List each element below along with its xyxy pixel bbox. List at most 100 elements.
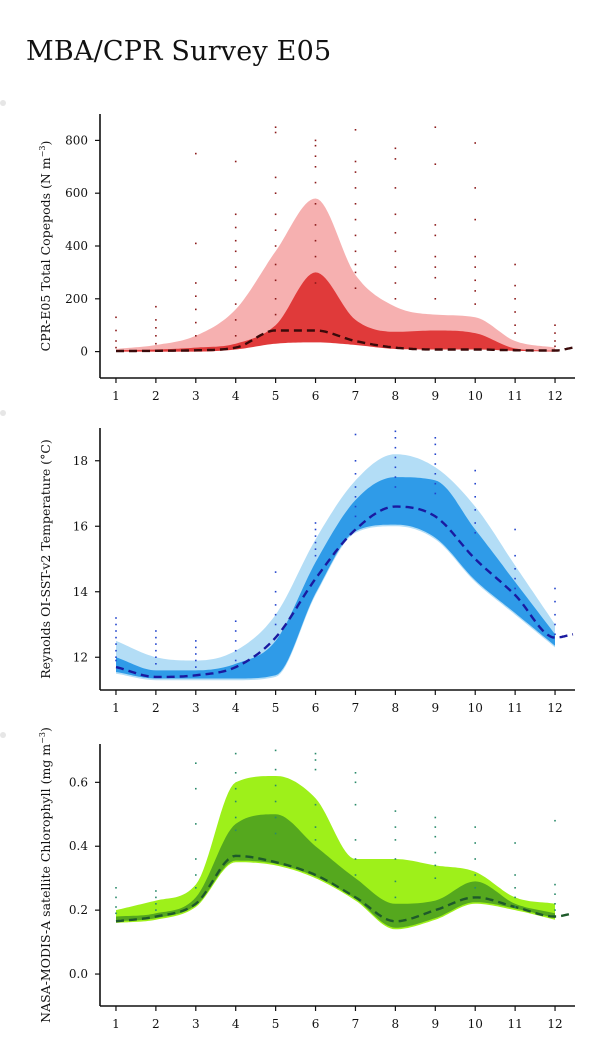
inner-band (116, 814, 555, 928)
data-point (314, 528, 317, 531)
data-point (554, 633, 556, 636)
data-point (115, 617, 117, 619)
data-point (354, 203, 357, 205)
data-point (234, 772, 237, 774)
data-point (155, 903, 157, 905)
x-tick-label: 3 (192, 701, 200, 715)
data-point (554, 623, 556, 626)
data-point (234, 279, 237, 282)
page-title: MBA/CPR Survey E05 (26, 36, 332, 67)
data-point (195, 659, 197, 662)
x-tick-label: 10 (468, 701, 483, 715)
data-point (155, 636, 157, 639)
data-point (314, 548, 317, 550)
y-tick-label: 12 (73, 650, 88, 664)
y-tick-label: 18 (73, 454, 88, 468)
y-axis-label-text: CPR-E05 Total Copepods (N m (38, 157, 53, 351)
data-point (474, 255, 476, 258)
data-point (115, 630, 117, 632)
y-axis-label-close: ) (38, 141, 53, 146)
data-point (234, 659, 237, 662)
data-point (155, 630, 157, 632)
x-tick-label: 2 (152, 1017, 160, 1031)
x-tick-label: 3 (192, 1017, 200, 1031)
y-axis-label-text: Reynolds OI-SST-v2 Temperature (°C) (38, 439, 53, 679)
data-point (155, 327, 157, 329)
data-point (474, 874, 476, 876)
data-point (155, 890, 157, 892)
data-point (195, 858, 197, 860)
data-point (354, 263, 357, 266)
x-tick-label: 1 (112, 701, 120, 715)
data-point (234, 239, 237, 242)
data-point (115, 346, 117, 349)
data-point (115, 896, 117, 899)
data-point (155, 649, 157, 652)
data-point (474, 303, 476, 305)
y-axis-label-superscript: −3 (38, 732, 47, 744)
data-point (155, 305, 157, 308)
data-point (514, 906, 516, 908)
data-point (234, 303, 237, 305)
data-point (234, 250, 237, 253)
data-point (274, 613, 277, 616)
data-point (514, 284, 516, 287)
x-tick-label: 4 (232, 701, 240, 715)
data-point (474, 858, 476, 860)
data-point (354, 496, 357, 498)
data-point (274, 604, 277, 606)
data-point (554, 340, 556, 342)
data-point (314, 803, 317, 806)
data-point (155, 656, 157, 658)
data-point (514, 842, 516, 844)
data-point (474, 266, 476, 268)
data-point (274, 590, 277, 593)
data-point (354, 129, 357, 131)
data-point (314, 522, 317, 524)
x-tick-label: 11 (507, 701, 522, 715)
data-point (394, 896, 397, 899)
data-point (155, 909, 157, 911)
data-point (434, 453, 437, 455)
data-point (514, 896, 516, 899)
data-point (354, 874, 357, 876)
data-point (394, 437, 397, 439)
data-point (115, 636, 117, 639)
data-point (314, 181, 317, 184)
x-tick-label: 5 (272, 701, 280, 715)
x-tick-label: 12 (547, 1017, 562, 1031)
data-point (115, 656, 117, 658)
data-point (195, 823, 197, 825)
data-point (394, 232, 397, 234)
data-point (434, 234, 437, 237)
data-point (274, 126, 277, 128)
data-point (274, 176, 277, 179)
data-point (434, 255, 437, 258)
data-point (314, 203, 317, 205)
data-point (314, 239, 317, 242)
data-point (274, 192, 277, 194)
data-point (554, 332, 556, 334)
outer-band (116, 198, 555, 352)
data-point (234, 752, 237, 755)
data-point (314, 759, 317, 761)
x-tick-label: 6 (312, 701, 320, 715)
x-tick-label: 6 (312, 389, 320, 403)
data-point (514, 311, 516, 313)
data-point (434, 492, 437, 495)
data-point (115, 340, 117, 342)
data-point (434, 224, 437, 226)
data-point (274, 832, 277, 835)
x-tick-label: 4 (232, 389, 240, 403)
data-point (274, 571, 277, 573)
inner-band (116, 272, 555, 352)
data-point (195, 646, 197, 649)
y-tick-label: 400 (65, 239, 88, 253)
data-point (234, 829, 237, 832)
data-point (394, 298, 397, 300)
x-tick-label: 1 (112, 389, 120, 403)
data-point (474, 218, 476, 221)
y-axis-label: Reynolds OI-SST-v2 Temperature (°C) (38, 439, 53, 679)
data-point (195, 282, 197, 284)
data-point (514, 587, 516, 590)
